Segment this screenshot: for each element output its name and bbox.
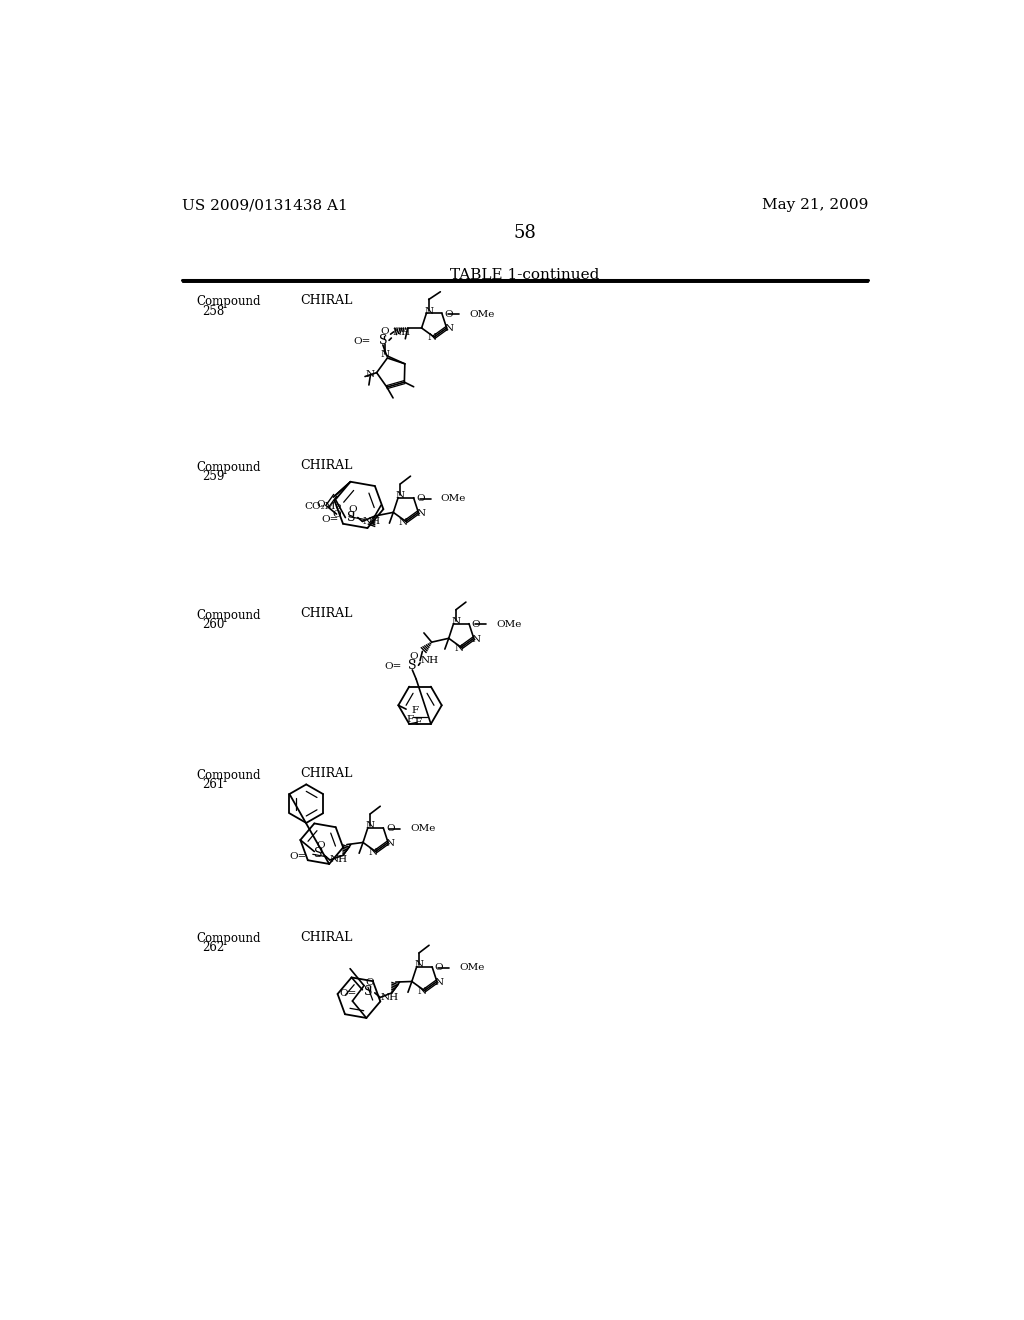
Text: N: N	[424, 306, 433, 315]
Text: S: S	[347, 511, 355, 524]
Text: 260: 260	[203, 618, 225, 631]
Text: N: N	[369, 847, 378, 857]
Text: 259: 259	[203, 470, 225, 483]
Text: O=: O=	[289, 851, 306, 861]
Text: 58: 58	[513, 224, 537, 242]
Text: O: O	[435, 964, 443, 972]
Text: N: N	[455, 644, 464, 652]
Text: N: N	[434, 978, 443, 987]
Text: N: N	[471, 635, 480, 644]
Text: NH: NH	[392, 329, 411, 337]
Text: O: O	[444, 310, 454, 318]
Text: 261: 261	[203, 779, 224, 791]
Text: NH: NH	[420, 656, 438, 665]
Text: OMe: OMe	[411, 824, 436, 833]
Text: N: N	[452, 616, 461, 626]
Text: OMe: OMe	[496, 620, 521, 628]
Text: Compound: Compound	[197, 296, 261, 309]
Text: O=: O=	[354, 338, 372, 346]
Text: O=: O=	[340, 989, 357, 998]
Text: S: S	[365, 985, 373, 998]
Text: CHIRAL: CHIRAL	[300, 767, 352, 780]
Text: May 21, 2009: May 21, 2009	[762, 198, 868, 213]
Text: N: N	[427, 334, 436, 342]
Text: Compound: Compound	[197, 461, 261, 474]
Text: O: O	[332, 510, 341, 519]
Text: N: N	[416, 508, 425, 517]
Text: N: N	[366, 371, 375, 379]
Text: Compound: Compound	[197, 609, 261, 622]
Text: F: F	[407, 715, 414, 725]
Text: NH: NH	[330, 855, 348, 865]
Text: 262: 262	[203, 941, 224, 954]
Text: O=: O=	[384, 663, 401, 672]
Text: NH: NH	[380, 993, 398, 1002]
Text: CO₂Me: CO₂Me	[304, 502, 342, 511]
Text: CHIRAL: CHIRAL	[300, 607, 352, 620]
Text: N: N	[396, 491, 404, 500]
Text: F: F	[412, 706, 419, 715]
Text: S: S	[379, 334, 387, 347]
Text: O: O	[316, 841, 325, 850]
Text: S: S	[314, 847, 323, 861]
Text: F: F	[415, 718, 422, 727]
Text: N: N	[366, 821, 375, 830]
Text: N: N	[386, 838, 395, 847]
Text: Compound: Compound	[197, 770, 261, 781]
Text: US 2009/0131438 A1: US 2009/0131438 A1	[182, 198, 348, 213]
Text: CHIRAL: CHIRAL	[300, 931, 352, 944]
Text: CHIRAL: CHIRAL	[300, 294, 352, 308]
Text: TABLE 1-continued: TABLE 1-continued	[451, 268, 599, 281]
Text: O: O	[366, 978, 375, 987]
Text: CHIRAL: CHIRAL	[300, 459, 352, 473]
Text: N: N	[444, 325, 454, 333]
Text: N: N	[381, 350, 389, 359]
Text: NH: NH	[362, 517, 381, 525]
Text: O: O	[349, 504, 357, 513]
Text: O=: O=	[322, 515, 339, 524]
Text: Compound: Compound	[197, 932, 261, 945]
Text: OMe: OMe	[469, 310, 495, 318]
Text: N: N	[415, 960, 424, 969]
Text: O: O	[386, 824, 394, 833]
Text: O: O	[472, 620, 480, 628]
Text: S: S	[408, 659, 417, 672]
Text: 258: 258	[203, 305, 224, 318]
Text: O: O	[410, 652, 418, 660]
Text: O: O	[380, 326, 389, 335]
Text: OMe: OMe	[440, 494, 466, 503]
Text: N: N	[399, 517, 409, 527]
Text: O: O	[316, 500, 326, 510]
Text: O: O	[416, 494, 425, 503]
Text: N: N	[418, 987, 427, 995]
Text: OMe: OMe	[459, 964, 484, 972]
